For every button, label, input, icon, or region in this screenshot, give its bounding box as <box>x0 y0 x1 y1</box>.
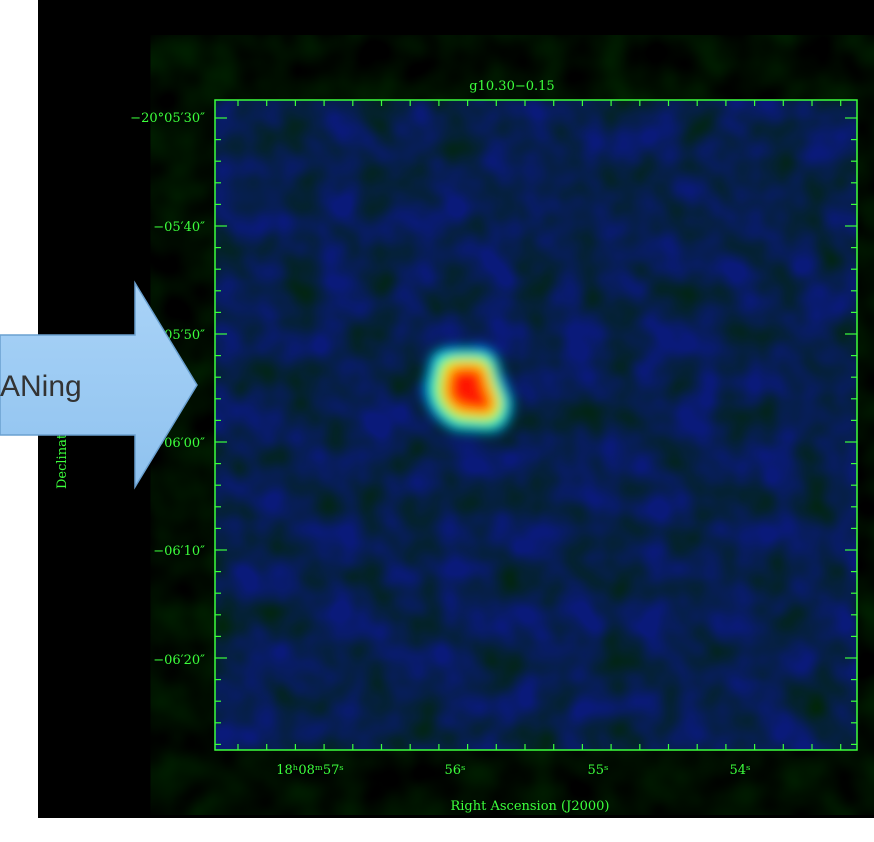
arrow: ANing <box>0 280 198 490</box>
arrow-label: ANing <box>0 370 82 403</box>
frame <box>214 99 858 751</box>
x-tick-label: 18ʰ08ᵐ57ˢ <box>276 763 344 778</box>
y-tick-label: −20°05′30″ <box>130 111 205 126</box>
image <box>215 100 857 750</box>
x-tick-label: 54ˢ <box>730 763 751 778</box>
y-tick-label: −05′40″ <box>153 220 205 235</box>
x-axis-label: Right Ascension (J2000) <box>450 799 609 814</box>
y-tick-label: −06′10″ <box>153 544 205 559</box>
x-tick-label: 56ˢ <box>445 763 466 778</box>
tick-labels: −20°05′30″−05′40″−05′50″−06′00″−06′10″−0… <box>130 111 750 778</box>
y-tick-label: −06′00″ <box>153 436 205 451</box>
y-tick-label: −06′20″ <box>153 653 205 668</box>
plot-title: g10.30−0.15 <box>469 79 554 94</box>
x-tick-label: 55ˢ <box>588 763 609 778</box>
tick-marks <box>215 100 857 750</box>
